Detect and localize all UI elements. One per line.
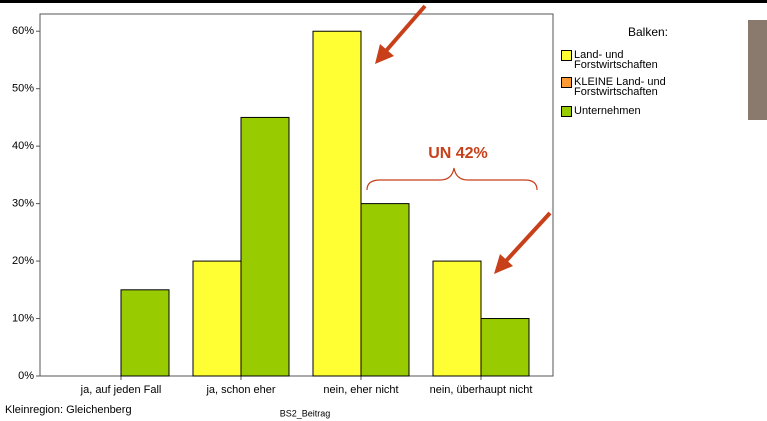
legend-entry: Land- und Forstwirtschaften <box>561 49 673 71</box>
arrow <box>383 4 427 54</box>
brace <box>366 167 538 191</box>
y-tick-label: 0% <box>18 370 34 382</box>
legend-label: Unternehmen <box>574 105 641 117</box>
arrow <box>503 211 552 264</box>
x-tick-label: ja, auf jeden Fall <box>80 384 162 396</box>
arrow-head <box>494 254 513 274</box>
legend-title: Balken: <box>628 25 668 39</box>
y-tick-label: 40% <box>12 140 34 152</box>
legend-label: KLEINE Land- und Forstwirtschaften <box>574 76 666 98</box>
annotation: UN 42% <box>428 145 488 162</box>
x-tick-label: nein, eher nicht <box>323 384 398 396</box>
photo <box>748 20 767 120</box>
legend-swatch <box>561 106 572 117</box>
bar <box>192 260 242 377</box>
y-tick-label: 60% <box>12 25 34 37</box>
x-axis-label: BS2_Beitrag <box>280 408 331 418</box>
bar <box>432 260 482 377</box>
y-tick-label: 50% <box>12 83 34 95</box>
bar <box>360 203 410 377</box>
bar <box>240 116 290 377</box>
bar <box>312 30 362 377</box>
y-tick-label: 10% <box>12 312 34 324</box>
legend-entry: KLEINE Land- und Forstwirtschaften <box>561 76 673 98</box>
legend-label: Land- und Forstwirtschaften <box>574 49 658 71</box>
y-tick-label: 30% <box>12 198 34 210</box>
x-tick-label: nein, überhaupt nicht <box>430 384 533 396</box>
bar <box>480 318 530 377</box>
legend-swatch <box>561 50 572 61</box>
y-tick-label: 20% <box>12 255 34 267</box>
x-tick-label: ja, schon eher <box>205 384 275 396</box>
bar <box>120 289 170 377</box>
arrow-head <box>375 44 394 64</box>
arrows <box>375 4 552 274</box>
footnote: Kleinregion: Gleichenberg <box>5 404 132 416</box>
legend-swatch <box>561 77 572 88</box>
legend-entry: Unternehmen <box>561 106 691 117</box>
